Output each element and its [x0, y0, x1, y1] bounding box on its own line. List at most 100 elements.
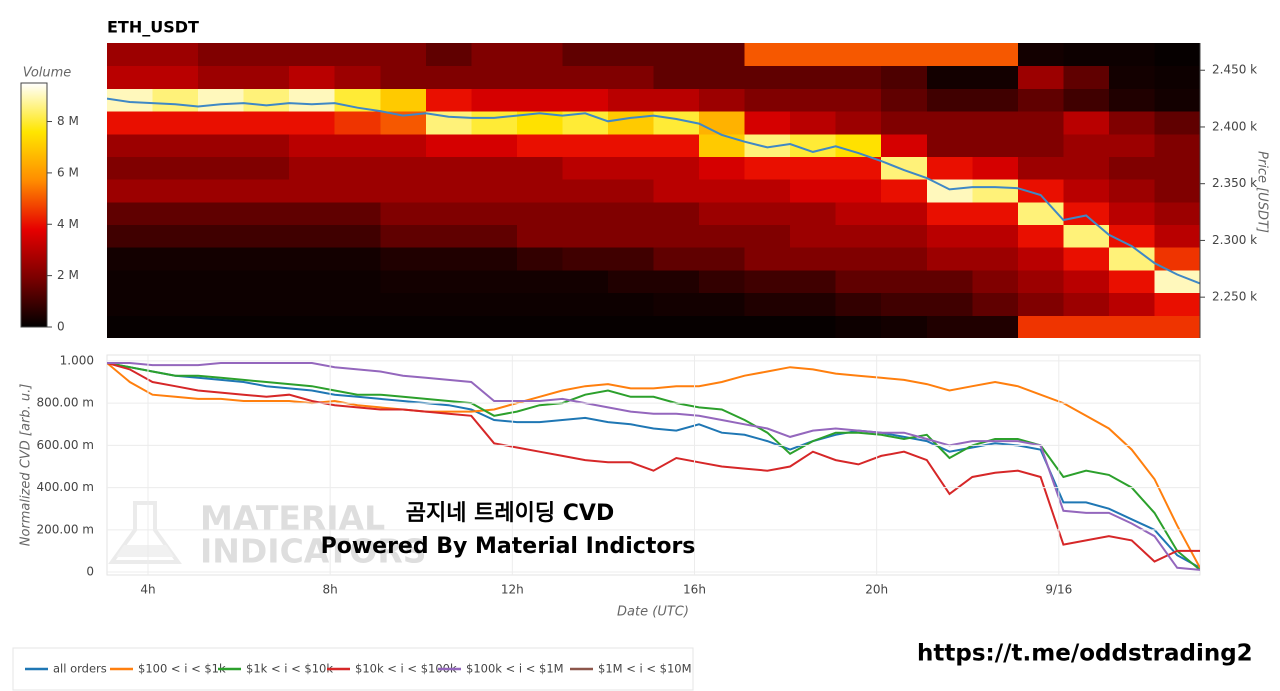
heatmap-cell	[653, 65, 700, 89]
heatmap-cell	[607, 315, 654, 338]
heatmap-cell	[562, 43, 609, 67]
heatmap-cell	[425, 315, 472, 338]
heatmap-cell	[152, 111, 199, 135]
heatmap-cell	[562, 65, 609, 89]
heatmap-cell	[152, 269, 199, 294]
heatmap-cell	[1017, 247, 1064, 271]
heatmap-cell	[107, 224, 154, 248]
y-tick-label: 400.00 m	[37, 480, 95, 494]
heatmap-cell	[198, 88, 245, 112]
heatmap-cell	[562, 224, 609, 248]
x-tick-label: 9/16	[1045, 583, 1072, 597]
heatmap-cell	[1108, 88, 1155, 112]
heatmap-cell	[881, 43, 928, 67]
heatmap-cell	[1108, 156, 1155, 180]
heatmap-cell	[107, 88, 154, 112]
heatmap-cell	[607, 247, 654, 271]
heatmap-cell	[835, 133, 882, 157]
heatmap-cell	[471, 224, 518, 248]
heatmap-cell	[1063, 43, 1110, 67]
heatmap-cell	[1154, 247, 1200, 271]
x-axis-title: Date (UTC)	[617, 605, 689, 620]
y-tick-label: 2.450 k	[1212, 63, 1257, 77]
heatmap-cell	[425, 65, 472, 89]
heatmap-cell	[1063, 88, 1110, 112]
heatmap-cell	[607, 179, 654, 203]
heatmap-cell	[653, 224, 700, 248]
heatmap-cell	[699, 65, 746, 89]
heatmap-cell	[699, 224, 746, 248]
heatmap-cell	[425, 269, 472, 294]
heatmap-cell	[926, 133, 973, 157]
heatmap-cell	[380, 133, 427, 157]
heatmap-cell	[107, 247, 154, 271]
heatmap-cell	[1154, 65, 1200, 89]
heatmap-cell	[425, 247, 472, 271]
heatmap-cell	[152, 133, 199, 157]
heatmap-cell	[790, 111, 837, 135]
heatmap-cell	[1017, 224, 1064, 248]
heatmap-cell	[471, 179, 518, 203]
heatmap-cell	[334, 111, 381, 135]
y-tick-label: 2.400 k	[1212, 119, 1257, 133]
heatmap-cell	[471, 201, 518, 226]
heatmap-cell	[380, 88, 427, 112]
heatmap-cell	[744, 224, 791, 248]
heatmap-cell	[107, 179, 154, 203]
heatmap-cell	[1154, 292, 1200, 316]
watermark-text: INDICATORS	[200, 532, 427, 571]
heatmap-cell	[744, 201, 791, 226]
heatmap-cell	[334, 179, 381, 203]
heatmap-cell	[1154, 133, 1200, 157]
heatmap-cell	[926, 292, 973, 316]
heatmap-cell	[1063, 201, 1110, 226]
heatmap-cell	[289, 247, 336, 271]
heatmap-cell	[380, 247, 427, 271]
heatmap-cell	[334, 292, 381, 316]
annotation: Powered By Material Indictors	[321, 534, 696, 559]
heatmap-cell	[334, 247, 381, 271]
heatmap-cell	[289, 156, 336, 180]
heatmap-cell	[1017, 269, 1064, 294]
heatmap-cell	[243, 88, 290, 112]
annotation: 곰지네 트레이딩 CVD	[406, 501, 614, 526]
y-tick-label: 2.300 k	[1212, 233, 1257, 247]
heatmap-cell	[607, 156, 654, 180]
heatmap-cell	[1108, 269, 1155, 294]
heatmap-cell	[835, 247, 882, 271]
heatmap-cell	[243, 43, 290, 67]
heatmap-cell	[1108, 111, 1155, 135]
heatmap-cell	[334, 65, 381, 89]
heatmap-cell	[653, 247, 700, 271]
heatmap-cell	[516, 88, 563, 112]
heatmap-cell	[107, 269, 154, 294]
heatmap-cell	[380, 179, 427, 203]
legend-label: $100k < i < $1M	[466, 662, 564, 676]
watermark-text: MATERIAL	[200, 499, 385, 538]
heatmap-cell	[881, 315, 928, 338]
heatmap-cell	[516, 292, 563, 316]
heatmap-cell	[289, 292, 336, 316]
heatmap-cell	[1108, 43, 1155, 67]
heatmap-cell	[243, 224, 290, 248]
heatmap-cell	[653, 179, 700, 203]
heatmap-cell	[835, 179, 882, 203]
heatmap-cell	[972, 292, 1019, 316]
heatmap-cell	[835, 292, 882, 316]
heatmap-cell	[607, 269, 654, 294]
heatmap-cell	[471, 133, 518, 157]
heatmap-cell	[926, 179, 973, 203]
heatmap-cell	[516, 133, 563, 157]
heatmap-cell	[790, 43, 837, 67]
heatmap-cell	[1063, 247, 1110, 271]
y-tick-label: 600.00 m	[37, 438, 95, 452]
heatmap-cell	[516, 65, 563, 89]
heatmap-cell	[471, 315, 518, 338]
heatmap-cell	[744, 43, 791, 67]
heatmap-cell	[289, 65, 336, 89]
heatmap-cell	[289, 111, 336, 135]
heatmap-cell	[562, 247, 609, 271]
heatmap-cell	[562, 88, 609, 112]
heatmap-cell	[380, 156, 427, 180]
